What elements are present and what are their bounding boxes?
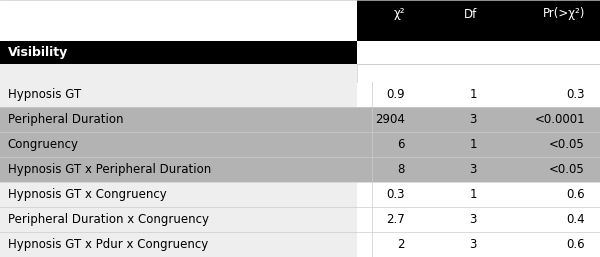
Bar	[0, 64, 357, 82]
Text: Hypnosis GT x Peripheral Duration: Hypnosis GT x Peripheral Duration	[8, 163, 211, 176]
Text: 1: 1	[470, 188, 477, 201]
Bar	[357, 157, 372, 182]
Text: 0.3: 0.3	[566, 88, 585, 101]
Bar	[372, 232, 600, 257]
Text: 3: 3	[470, 238, 477, 251]
Bar	[357, 41, 600, 64]
Text: Df: Df	[464, 7, 477, 21]
Bar	[0, 41, 357, 64]
Bar	[357, 132, 372, 157]
Bar	[357, 182, 372, 207]
Text: Pr(>χ²): Pr(>χ²)	[542, 7, 585, 21]
Text: 8: 8	[398, 163, 405, 176]
Text: 3: 3	[470, 213, 477, 226]
Text: 3: 3	[470, 163, 477, 176]
Bar	[357, 82, 372, 107]
Bar	[0, 207, 357, 232]
Bar	[0, 182, 357, 207]
Bar	[357, 207, 372, 232]
Bar	[372, 132, 600, 157]
Text: 1: 1	[470, 138, 477, 151]
Text: Hypnosis GT: Hypnosis GT	[8, 88, 81, 101]
Bar	[0, 232, 357, 257]
Text: 2.7: 2.7	[386, 213, 405, 226]
Text: <0.05: <0.05	[549, 163, 585, 176]
Text: χ²: χ²	[394, 7, 405, 21]
Bar	[357, 0, 600, 28]
Bar	[372, 182, 600, 207]
Text: 0.9: 0.9	[386, 88, 405, 101]
Text: 6: 6	[398, 138, 405, 151]
Text: Peripheral Duration x Congruency: Peripheral Duration x Congruency	[8, 213, 209, 226]
Bar	[0, 157, 357, 182]
Text: 3: 3	[470, 113, 477, 126]
Text: <0.05: <0.05	[549, 138, 585, 151]
Text: 0.6: 0.6	[566, 188, 585, 201]
Bar	[0, 28, 357, 41]
Text: 2904: 2904	[375, 113, 405, 126]
Text: Visibility: Visibility	[8, 46, 68, 59]
Text: 0.6: 0.6	[566, 238, 585, 251]
Bar	[357, 28, 600, 41]
Text: 2: 2	[398, 238, 405, 251]
Bar	[372, 207, 600, 232]
Bar	[372, 157, 600, 182]
Text: Congruency: Congruency	[8, 138, 79, 151]
Bar	[0, 82, 357, 107]
Text: Hypnosis GT x Pdur x Congruency: Hypnosis GT x Pdur x Congruency	[8, 238, 208, 251]
Bar	[0, 0, 357, 28]
Text: Peripheral Duration: Peripheral Duration	[8, 113, 124, 126]
Text: <0.0001: <0.0001	[535, 113, 585, 126]
Bar	[372, 82, 600, 107]
Text: 1: 1	[470, 88, 477, 101]
Bar	[0, 132, 357, 157]
Text: 0.3: 0.3	[386, 188, 405, 201]
Bar	[357, 64, 600, 82]
Text: 0.4: 0.4	[566, 213, 585, 226]
Bar	[357, 107, 372, 132]
Bar	[0, 107, 357, 132]
Bar	[357, 232, 372, 257]
Bar	[372, 107, 600, 132]
Text: Hypnosis GT x Congruency: Hypnosis GT x Congruency	[8, 188, 167, 201]
